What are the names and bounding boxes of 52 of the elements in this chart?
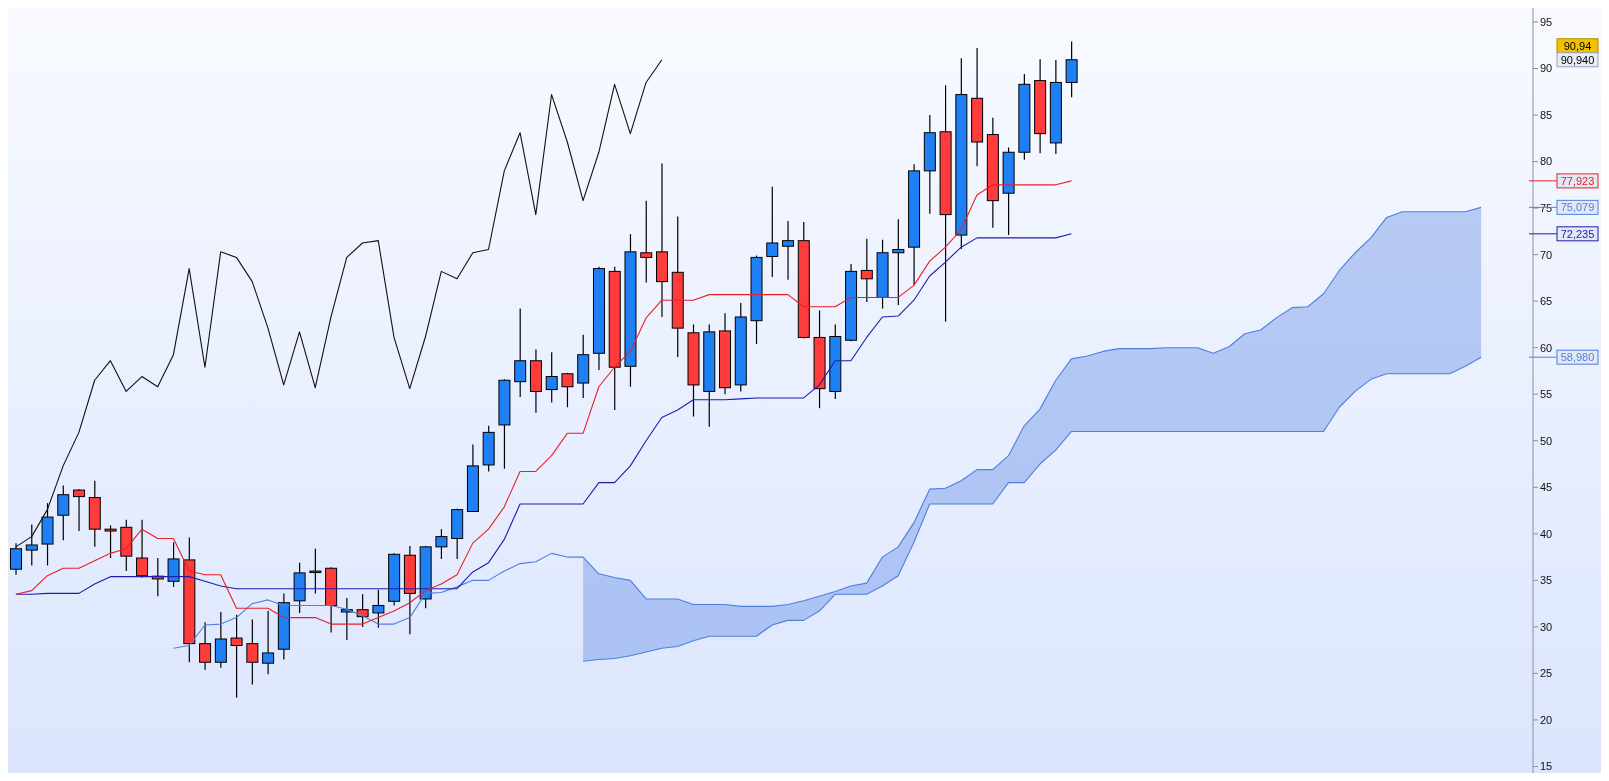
- candlestick: [199, 621, 212, 671]
- candlestick: [57, 484, 70, 541]
- candlestick: [73, 488, 86, 532]
- y-tick-label: 95: [1540, 15, 1553, 28]
- candlestick: [766, 186, 779, 278]
- y-tick-label: 45: [1540, 481, 1553, 494]
- candlestick: [561, 372, 574, 408]
- y-tick-label: 40: [1540, 527, 1553, 540]
- candlestick: [167, 541, 180, 588]
- ref-line-label: 58,980: [1560, 351, 1595, 364]
- candlestick: [25, 523, 38, 567]
- y-tick-label: 90: [1540, 62, 1553, 75]
- candlestick: [262, 610, 275, 675]
- candlestick: [782, 220, 795, 281]
- y-tick-label: 85: [1540, 108, 1553, 121]
- candlestick: [892, 218, 905, 306]
- candlestick: [1065, 40, 1078, 98]
- candlestick: [10, 542, 23, 576]
- candlestick: [136, 519, 149, 579]
- y-tick-label: 35: [1540, 574, 1553, 587]
- ref-line-label: 77,923: [1560, 174, 1595, 187]
- candlestick: [435, 528, 448, 560]
- candlestick: [246, 618, 259, 686]
- candlestick: [545, 351, 558, 404]
- candlestick: [309, 548, 322, 594]
- y-tick-label: 20: [1540, 713, 1553, 726]
- y-tick-label: 50: [1540, 434, 1553, 447]
- text: 90,94: [1563, 39, 1592, 52]
- candlestick: [356, 593, 369, 628]
- candlestick: [104, 524, 117, 559]
- y-tick-label: 30: [1540, 620, 1553, 633]
- line-series: [15, 180, 1073, 625]
- y-tick-label: 55: [1540, 388, 1553, 401]
- y-tick-label: 80: [1540, 155, 1553, 168]
- line-series: [15, 233, 1073, 595]
- y-tick-label: 60: [1540, 341, 1553, 354]
- candlestick: [372, 589, 385, 629]
- candlestick: [514, 308, 527, 398]
- y-tick-label: 15: [1540, 760, 1553, 773]
- candlestick: [214, 611, 227, 669]
- ref-line-label: 72,235: [1560, 227, 1595, 240]
- ref-line-label: 75,079: [1560, 201, 1595, 214]
- line-series: [172, 206, 1482, 649]
- y-tick-label: 70: [1540, 248, 1553, 261]
- y-tick-label: 25: [1540, 667, 1553, 680]
- text: 90,940: [1560, 53, 1595, 66]
- y-tick-label: 65: [1540, 295, 1553, 308]
- candlestick: [340, 597, 353, 641]
- candlestick: [860, 238, 873, 303]
- candlestick: [230, 614, 243, 699]
- candlestick: [640, 200, 653, 284]
- line-series: [582, 356, 1482, 662]
